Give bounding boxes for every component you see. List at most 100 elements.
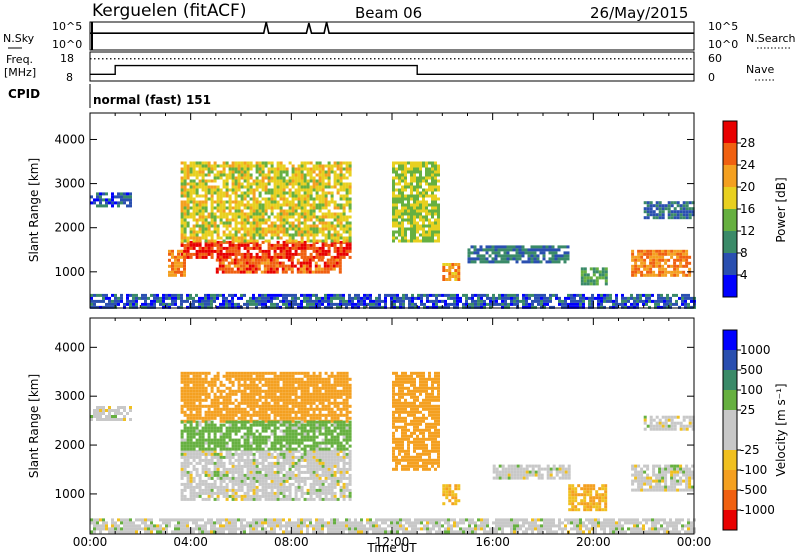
heatmap-cell [506,251,510,255]
heatmap-cell [315,521,318,525]
heatmap-cell [306,197,310,201]
heatmap-cell [655,213,659,217]
heatmap-cell [321,173,325,177]
heatmap-cell [177,255,180,259]
heatmap-cell [531,518,534,522]
heatmap-cell [96,195,99,199]
heatmap-cell [413,221,416,225]
heatmap-cell [267,455,271,459]
heatmap-cell [615,527,618,531]
heatmap-cell [279,246,283,250]
heatmap-cell [342,521,345,525]
heatmap-cell [318,491,322,495]
heatmap-cell [210,473,214,477]
heatmap-cell [282,233,286,237]
heatmap-cell [230,258,234,262]
heatmap-cell [573,299,576,303]
heatmap-cell [633,299,636,303]
heatmap-cell [243,170,247,174]
heatmap-cell [288,293,291,297]
heatmap-cell [530,251,534,255]
heatmap-cell [521,248,525,252]
heatmap-cell [302,258,306,262]
heatmap-cell [276,518,279,522]
heatmap-cell [312,485,316,489]
heatmap-cell [393,530,396,534]
heatmap-cell [195,252,199,256]
heatmap-cell [309,203,313,207]
heatmap-cell [570,299,573,303]
heatmap-cell [456,530,459,534]
heatmap-cell [660,524,663,528]
heatmap-cell [413,188,416,192]
heatmap-cell [198,479,202,483]
heatmap-cell [236,261,240,265]
heatmap-cell [228,305,231,309]
heatmap-cell [257,261,261,265]
heatmap-cell [546,302,549,306]
heatmap-cell [398,200,401,204]
heatmap-cell [243,176,247,180]
heatmap-cell [231,243,235,247]
heatmap-cell [434,185,437,189]
freq-right-tick-high: 60 [708,52,722,65]
heatmap-cell [300,518,303,522]
heatmap-cell [282,497,286,501]
heatmap-cell [494,257,498,261]
heatmap-cell [437,167,440,171]
heatmap-cell [129,524,132,528]
heatmap-cell [324,299,327,303]
heatmap-cell [303,191,307,195]
heatmap-cell [420,293,423,297]
heatmap-cell [354,521,357,525]
heatmap-cell [378,293,381,297]
heatmap-cell [177,270,180,274]
heatmap-cell [168,296,171,300]
heatmap-cell [318,185,322,189]
heatmap-cell [351,527,354,531]
heatmap-cell [237,252,241,256]
heatmap-cell [507,518,510,522]
heatmap-cell [399,524,402,528]
heatmap-cell [633,521,636,525]
heatmap-cell [288,182,292,186]
heatmap-cell [401,167,404,171]
heatmap-cell [221,264,225,268]
heatmap-cell [431,233,434,237]
heatmap-cell [507,296,510,300]
heatmap-cell [437,221,440,225]
heatmap-cell [93,518,96,522]
heatmap-cell [240,176,244,180]
heatmap-cell [201,249,205,253]
heatmap-cell [660,527,663,531]
heatmap-cell [213,173,217,177]
heatmap-cell [204,252,208,256]
heatmap-cell [416,203,419,207]
heatmap-cell [222,170,226,174]
heatmap-cell [192,206,196,210]
heatmap-cell [195,221,199,225]
heatmap-cell [246,252,250,256]
heatmap-cell [201,185,205,189]
heatmap-cell [413,200,416,204]
heatmap-cell [216,255,220,259]
heatmap-cell [504,293,507,297]
heatmap-cell [281,270,285,274]
heatmap-cell [315,494,319,498]
heatmap-cell [222,212,226,216]
heatmap-cell [506,260,510,264]
heatmap-cell [534,524,537,528]
heatmap-cell [329,267,333,271]
heatmap-cell [462,530,465,534]
heatmap-cell [99,293,102,297]
heatmap-cell [237,185,241,189]
heatmap-cell [306,182,310,186]
heatmap-cell [300,215,304,219]
heatmap-cell [225,497,229,501]
heatmap-cell [282,224,286,228]
heatmap-cell [540,302,543,306]
heatmap-cell [276,227,280,231]
heatmap-cell [327,233,331,237]
heatmap-cell [180,521,183,525]
